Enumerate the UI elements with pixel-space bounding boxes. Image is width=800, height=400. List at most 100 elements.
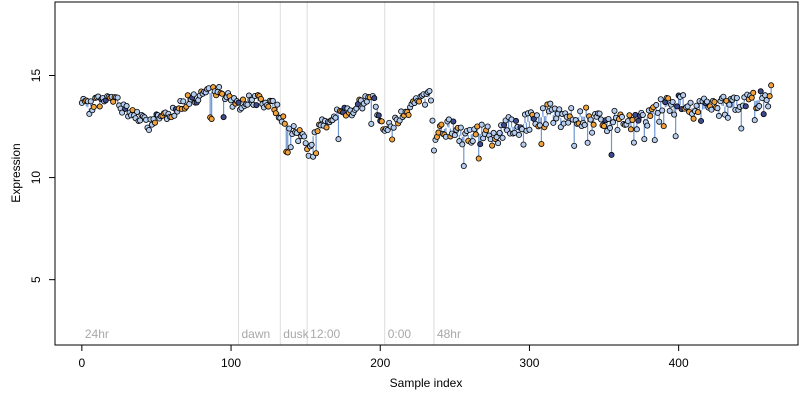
expression-point xyxy=(301,133,308,140)
expression-point xyxy=(390,124,397,131)
y-tick-label: 5 xyxy=(29,276,43,283)
expression-points xyxy=(78,82,775,170)
expression-point xyxy=(765,103,772,110)
expression-point xyxy=(313,150,320,157)
expression-point xyxy=(589,129,596,136)
expression-point xyxy=(733,94,740,101)
expression-point xyxy=(368,120,375,127)
expression-point xyxy=(651,137,658,144)
expression-point xyxy=(669,98,676,105)
expression-point xyxy=(711,98,718,105)
expression-point xyxy=(219,90,226,97)
expression-point xyxy=(87,98,94,105)
expression-point xyxy=(659,107,666,114)
expression-point xyxy=(757,88,764,95)
expression-point xyxy=(674,103,681,110)
expression-point xyxy=(633,126,640,133)
expression-point xyxy=(216,84,223,91)
expression-point xyxy=(265,103,272,110)
phase-label: 12:00 xyxy=(310,327,340,341)
expression-point xyxy=(618,113,625,120)
expression-point xyxy=(601,123,608,130)
x-tick-label: 200 xyxy=(370,356,390,370)
y-axis: 5 10 15 xyxy=(29,69,56,283)
expression-point xyxy=(571,142,578,149)
expression-point xyxy=(726,101,733,108)
expression-point xyxy=(614,126,621,133)
expression-point xyxy=(751,117,758,124)
expression-point xyxy=(656,118,663,125)
expression-point xyxy=(657,96,664,103)
expression-point xyxy=(281,120,288,127)
phase-labels: 24hr dawn dusk 12:00 0:00 48hr xyxy=(85,327,461,341)
expression-point xyxy=(499,134,506,141)
expression-point xyxy=(469,138,476,145)
x-tick-label: 0 xyxy=(79,356,86,370)
expression-point xyxy=(429,117,436,124)
expression-point xyxy=(526,126,533,133)
expression-point xyxy=(766,93,773,100)
expression-point xyxy=(119,109,126,116)
expression-point xyxy=(611,107,618,114)
expression-point xyxy=(533,112,540,119)
phase-label: 0:00 xyxy=(388,327,412,341)
expression-point xyxy=(123,103,130,110)
expression-point xyxy=(459,141,466,148)
expression-point xyxy=(609,119,616,126)
expression-point xyxy=(581,121,588,128)
expression-point xyxy=(687,99,694,106)
expression-point xyxy=(516,131,523,138)
expression-point xyxy=(568,105,575,112)
expression-point xyxy=(308,141,315,148)
expression-point xyxy=(137,117,144,124)
expression-point xyxy=(644,122,651,129)
expression-point xyxy=(296,127,303,134)
expression-point xyxy=(703,98,710,105)
x-tick-label: 400 xyxy=(669,356,689,370)
expression-point xyxy=(290,123,297,130)
expression-point xyxy=(672,133,679,140)
expression-point xyxy=(335,136,342,143)
expression-point xyxy=(724,114,731,121)
expression-point xyxy=(538,140,545,147)
expression-point xyxy=(653,102,660,109)
expression-point xyxy=(495,140,502,147)
expression-point xyxy=(477,141,484,148)
expression-point xyxy=(542,121,549,128)
expression-point xyxy=(286,125,293,132)
expression-point xyxy=(768,82,775,89)
phase-label: dusk xyxy=(283,327,309,341)
expression-point xyxy=(235,99,242,106)
expression-point xyxy=(660,123,667,130)
expression-point xyxy=(287,144,294,151)
expression-point xyxy=(654,109,661,116)
expression-point xyxy=(539,105,546,112)
expression-point xyxy=(208,115,215,122)
expression-point xyxy=(627,126,634,133)
expression-point xyxy=(626,112,633,119)
expression-point xyxy=(475,155,482,162)
expression-point xyxy=(666,107,673,114)
phase-label: 24hr xyxy=(85,327,109,341)
expression-point xyxy=(556,106,563,113)
expression-point xyxy=(629,116,636,123)
expression-point xyxy=(244,101,251,108)
expression-point xyxy=(253,102,260,109)
expression-point xyxy=(359,105,366,112)
expression-point xyxy=(220,114,227,121)
expression-point xyxy=(422,101,429,108)
expression-point xyxy=(756,103,763,110)
expression-point xyxy=(239,96,246,103)
expression-point xyxy=(748,94,755,101)
expression-point xyxy=(665,95,672,102)
expression-point xyxy=(693,102,700,109)
phase-label: 48hr xyxy=(437,327,461,341)
expression-point xyxy=(608,151,615,158)
expression-point xyxy=(295,138,302,145)
expression-point xyxy=(513,117,520,124)
x-axis-title: Sample index xyxy=(390,376,463,390)
expression-point xyxy=(639,111,646,118)
expression-point xyxy=(190,91,197,98)
